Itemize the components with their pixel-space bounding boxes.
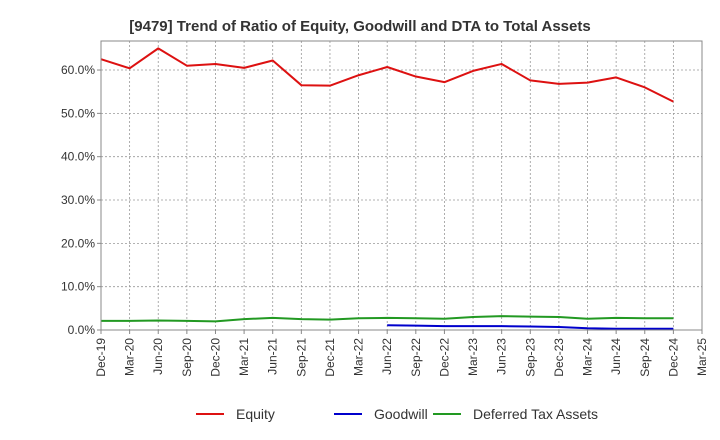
x-tick-label: Dec-21 xyxy=(323,338,337,377)
y-tick-label: 60.0% xyxy=(61,63,95,77)
x-tick-label: Dec-23 xyxy=(552,338,566,377)
legend-label-equity: Equity xyxy=(236,406,275,422)
y-tick-label: 20.0% xyxy=(61,236,95,250)
x-tick-label: Mar-23 xyxy=(466,338,480,376)
x-tick-label: Dec-22 xyxy=(437,338,451,377)
series-line-equity xyxy=(100,47,674,103)
y-tick-label: 0.0% xyxy=(68,323,96,337)
x-tick-label: Sep-23 xyxy=(523,338,537,377)
series-line-deferred-tax-assets xyxy=(101,315,674,323)
y-tick-label: 50.0% xyxy=(61,106,95,120)
x-tick-label: Sep-20 xyxy=(180,338,194,377)
x-tick-label: Jun-23 xyxy=(495,338,509,375)
x-tick-label: Sep-22 xyxy=(409,338,423,377)
legend: Equity Goodwill Deferred Tax Assets xyxy=(196,406,598,422)
x-tick-label: Mar-24 xyxy=(581,338,595,376)
x-tick-label: Jun-24 xyxy=(609,338,623,375)
x-tick-label: Jun-22 xyxy=(380,338,394,375)
y-tick-label: 10.0% xyxy=(61,280,95,294)
x-tick-label: Sep-21 xyxy=(294,338,308,377)
x-tick-label: Mar-22 xyxy=(352,338,366,376)
legend-label-deferred-tax-assets: Deferred Tax Assets xyxy=(473,406,598,422)
x-tick-label: Sep-24 xyxy=(638,338,652,377)
y-tick-label: 30.0% xyxy=(61,193,95,207)
series-lines xyxy=(100,47,674,330)
y-tick-label: 40.0% xyxy=(61,150,95,164)
x-tick-label: Jun-21 xyxy=(266,338,280,375)
y-axis: 0.0% 10.0% 20.0% 30.0% 40.0% 50.0% 60.0% xyxy=(61,63,101,337)
x-tick-label: Jun-20 xyxy=(151,338,165,375)
legend-label-goodwill: Goodwill xyxy=(374,406,428,422)
x-tick-label: Mar-21 xyxy=(237,338,251,376)
plot-frame xyxy=(100,40,703,331)
x-tick-label: Dec-19 xyxy=(94,338,108,377)
x-tick-label: Mar-20 xyxy=(123,338,137,376)
grid-lines xyxy=(101,41,702,330)
x-tick-label: Dec-20 xyxy=(208,338,222,377)
x-tick-label: Dec-24 xyxy=(666,338,680,377)
x-axis: Dec-19 Mar-20 Jun-20 Sep-20 Dec-20 Mar-21 Jun-… xyxy=(94,330,709,377)
series-line-goodwill xyxy=(387,324,674,330)
x-tick-label: Mar-25 xyxy=(695,338,709,376)
chart-title: [9479] Trend of Ratio of Equity, Goodwil… xyxy=(129,18,590,35)
